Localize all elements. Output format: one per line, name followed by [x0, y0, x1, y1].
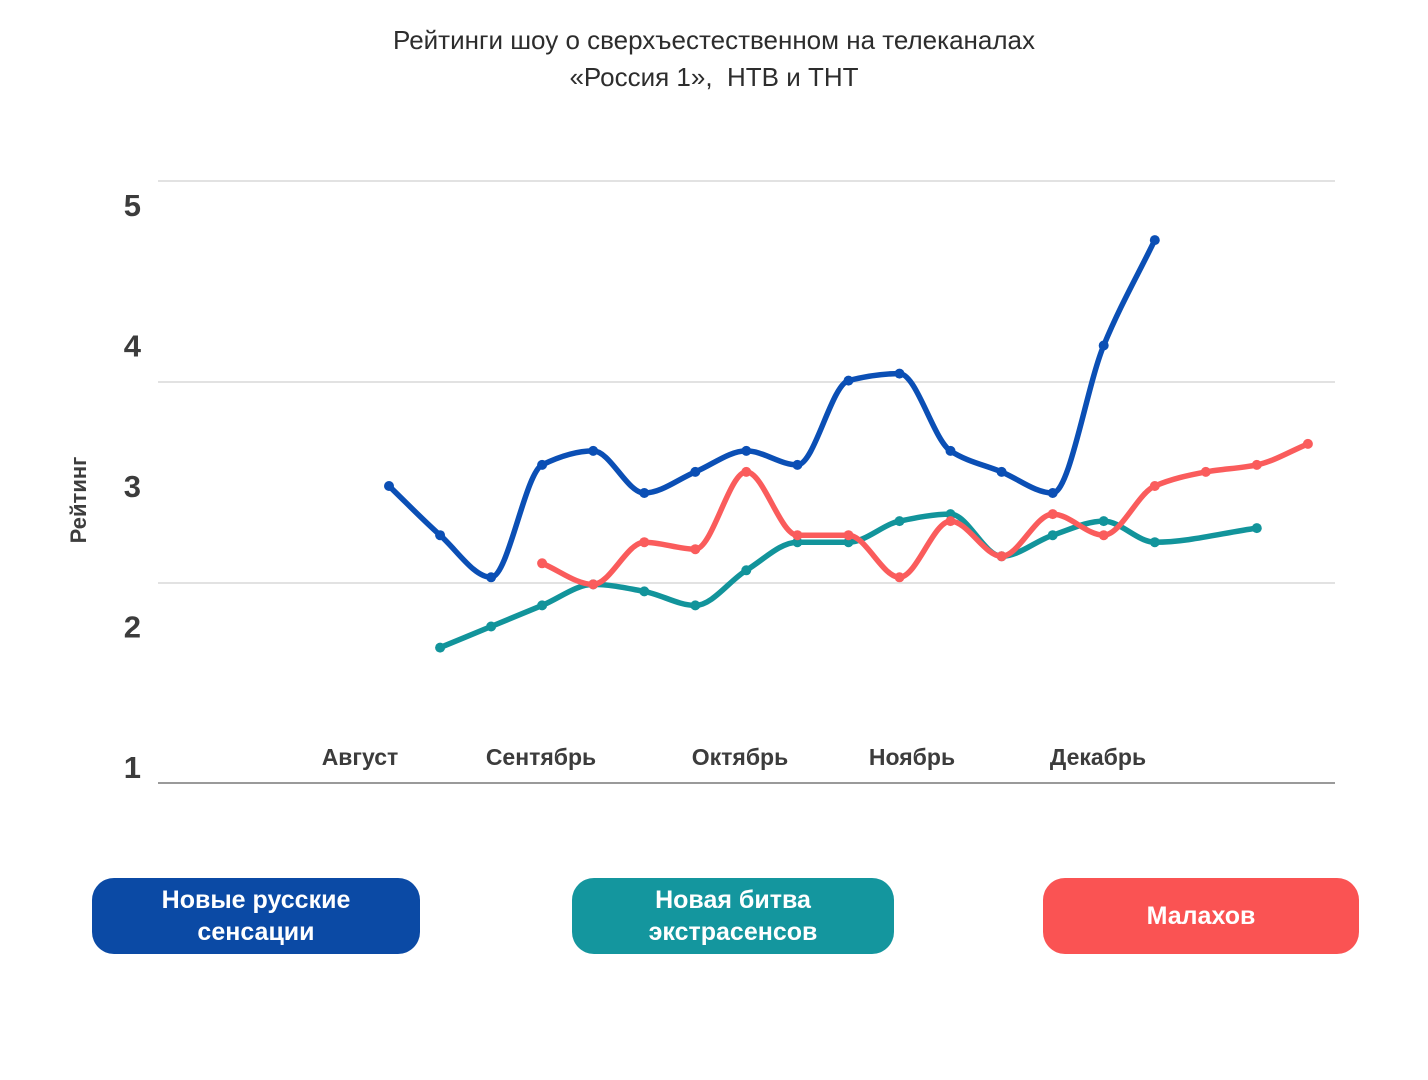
data-point: [741, 565, 752, 576]
x-month-label: Октябрь: [692, 744, 788, 770]
data-point: [537, 600, 548, 611]
chart-title-line2: «Россия 1», НТВ и ТНТ: [569, 62, 859, 92]
data-point: [1302, 438, 1313, 449]
data-point: [486, 621, 497, 632]
data-point: [792, 537, 803, 548]
x-month-label: Август: [322, 744, 399, 770]
data-point: [741, 466, 752, 477]
data-point: [1251, 459, 1262, 470]
legend-button-malakhov[interactable]: Малахов: [1043, 878, 1359, 954]
series-line: [386, 237, 1158, 581]
data-point: [1098, 340, 1109, 351]
data-point: [588, 445, 599, 456]
data-point: [792, 459, 803, 470]
data-point: [894, 516, 905, 527]
legend-label: Новые русские сенсации: [161, 886, 351, 946]
data-point: [996, 466, 1007, 477]
legend-label: Новая битва экстрасенсов: [648, 886, 818, 946]
data-point: [1149, 235, 1160, 246]
data-point: [435, 530, 446, 541]
data-point: [792, 530, 803, 541]
data-point: [1098, 516, 1109, 527]
y-tick-label: 4: [124, 329, 142, 364]
data-point: [945, 516, 956, 527]
data-point: [537, 558, 548, 569]
line-chart-plot: 5 4 3 2 1 Август Сентябрь Октябрь Ноябрь Декабрь: [124, 180, 1335, 785]
data-point: [1149, 537, 1160, 548]
legend-button-novaya-bitva-ekstrasensov[interactable]: Новая битва экстрасенсов: [572, 878, 894, 954]
data-point: [1251, 523, 1262, 534]
data-point: [894, 572, 905, 583]
data-point: [1047, 509, 1058, 520]
data-point: [690, 544, 701, 555]
y-tick-label: 2: [124, 610, 141, 645]
data-point: [1047, 530, 1058, 541]
chart-title: Рейтинги шоу о сверхъестественном на тел…: [0, 22, 1428, 96]
series-line: [437, 511, 1260, 651]
data-point: [486, 572, 497, 583]
data-point: [639, 537, 650, 548]
data-point: [843, 530, 854, 541]
legend-label: Малахов: [1146, 902, 1256, 930]
data-point: [945, 445, 956, 456]
data-point: [894, 368, 905, 379]
data-point: [537, 459, 548, 470]
data-point: [843, 537, 854, 548]
data-point: [435, 642, 446, 653]
data-point: [690, 466, 701, 477]
data-point: [945, 509, 956, 520]
data-point: [639, 488, 650, 498]
data-point: [384, 481, 394, 491]
data-point: [1098, 530, 1109, 541]
y-tick-label: 3: [124, 469, 141, 504]
x-month-label: Сентябрь: [486, 744, 596, 770]
data-point: [741, 445, 752, 456]
legend-button-novye-russkie-sensatsii[interactable]: Новые русские сенсации: [92, 878, 420, 954]
data-point: [1047, 488, 1058, 498]
x-month-label: Декабрь: [1050, 744, 1146, 770]
y-tick-label: 1: [124, 750, 141, 785]
data-point: [1149, 481, 1160, 491]
data-point: [588, 579, 599, 590]
chart-title-line1: Рейтинги шоу о сверхъестественном на тел…: [393, 25, 1035, 55]
data-point: [639, 586, 650, 597]
data-point: [843, 375, 854, 386]
data-point: [690, 600, 701, 611]
data-point: [1200, 466, 1211, 477]
y-tick-label: 5: [124, 188, 141, 223]
series-line: [539, 441, 1311, 588]
x-month-label: Ноябрь: [869, 744, 955, 770]
data-point: [996, 551, 1007, 562]
